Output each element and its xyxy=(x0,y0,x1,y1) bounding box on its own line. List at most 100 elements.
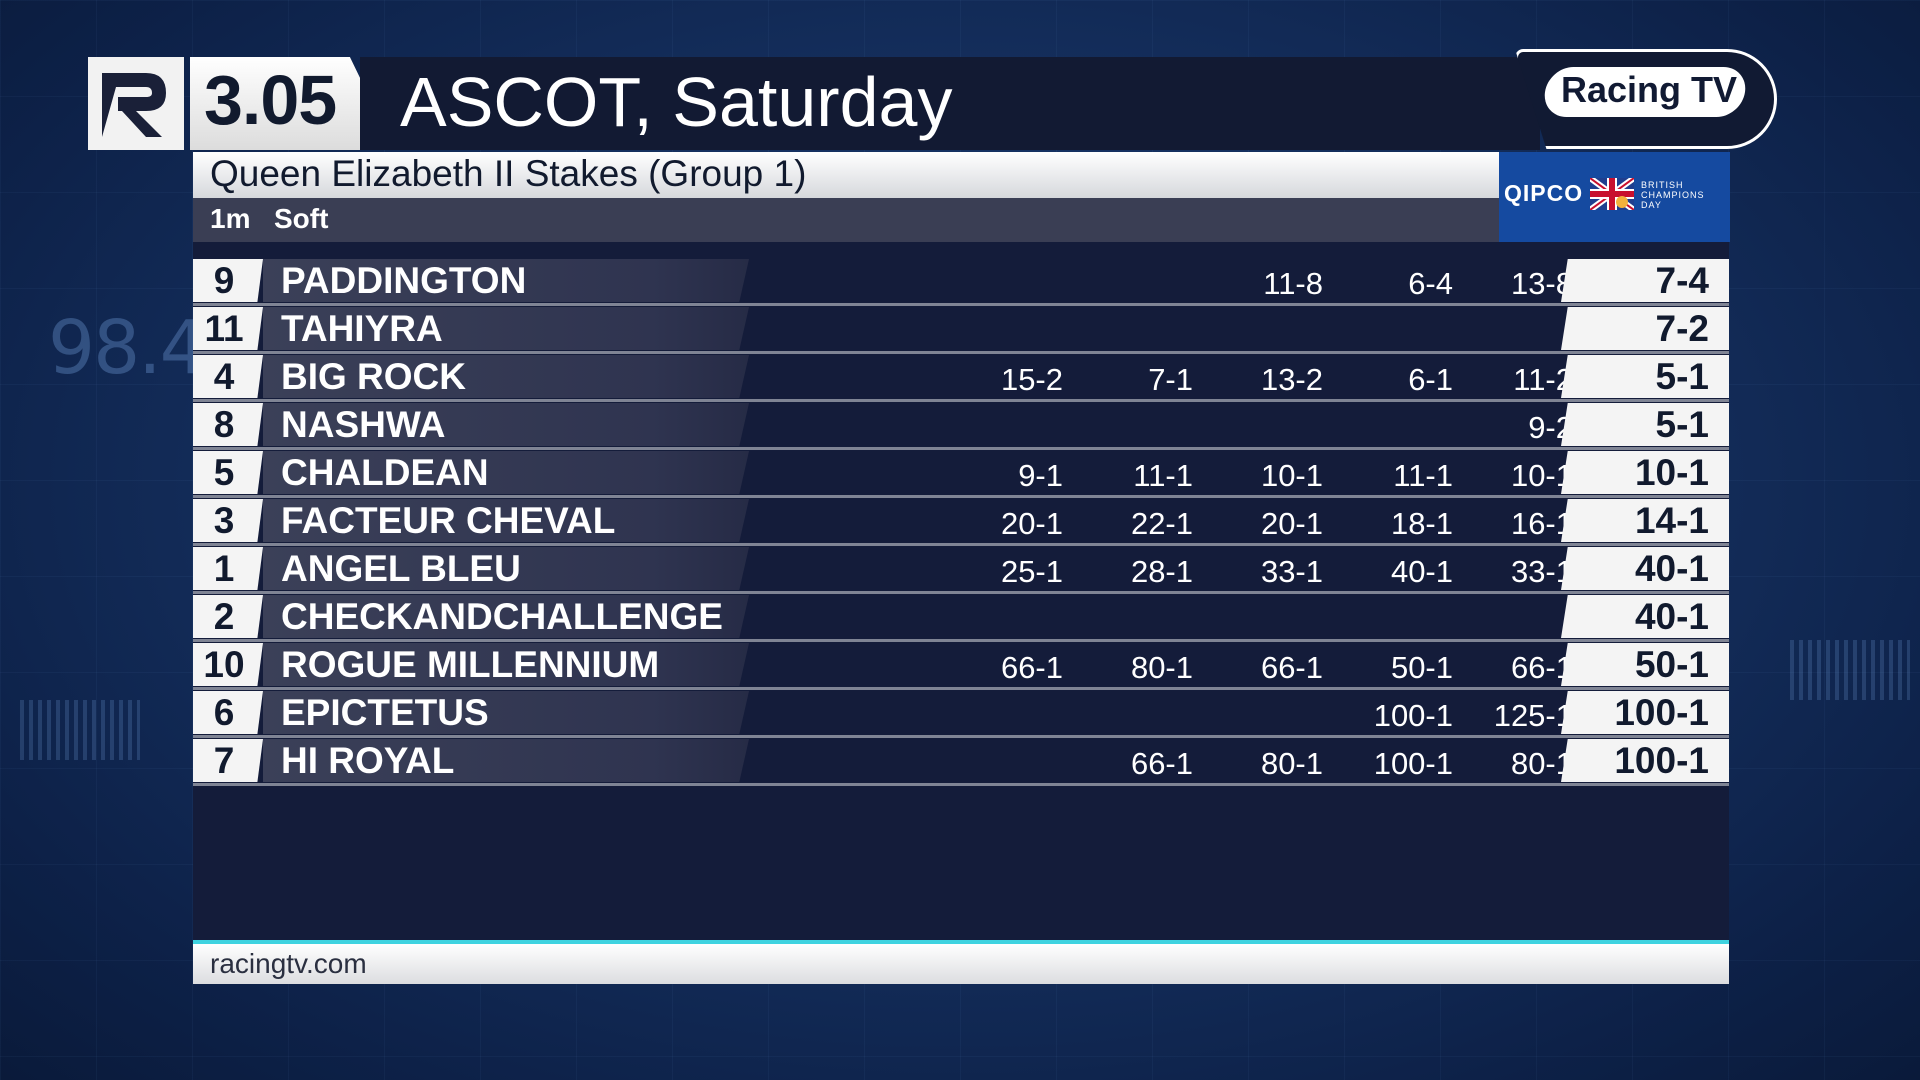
price-history-cell: 11-8 xyxy=(1263,266,1323,301)
price-history-cell: 13-2 xyxy=(1260,362,1323,397)
table-row: 5 CHALDEAN 9-1 11-1 10-1 11-1 10-1 10-1 xyxy=(193,450,1729,498)
footer-bar xyxy=(193,944,1729,984)
runner-number: 6 xyxy=(213,692,235,733)
runner-name: ROGUE MILLENNIUM xyxy=(281,644,660,685)
current-price: 14-1 xyxy=(1634,500,1709,541)
current-price-box xyxy=(1561,499,1729,542)
current-price: 50-1 xyxy=(1634,644,1709,685)
runner-name-band xyxy=(263,595,749,638)
table-row: 11 TAHIYRA 7-2 xyxy=(193,306,1729,354)
price-history-cell: 125-1 xyxy=(1493,698,1573,733)
price-history-cell: 33-1 xyxy=(1510,554,1573,589)
racing-tv-logo: Racing TV xyxy=(1515,49,1777,149)
price-history-cell: 11-1 xyxy=(1393,458,1453,493)
race-distance: 1m xyxy=(210,203,251,234)
runner-name: HI ROYAL xyxy=(281,740,455,781)
runner-name-band xyxy=(263,307,749,350)
background-decor-bars xyxy=(1790,640,1910,700)
current-price: 40-1 xyxy=(1634,548,1709,589)
table-row: 8 NASHWA 9-2 5-1 xyxy=(193,402,1729,450)
runner-number: 2 xyxy=(213,596,235,637)
runner-name-band xyxy=(263,691,749,734)
runner-number-box xyxy=(193,499,263,542)
runner-number-box xyxy=(193,643,263,686)
price-history-cell: 28-1 xyxy=(1130,554,1193,589)
footer-url: racingtv.com xyxy=(210,948,367,979)
background-decor-bars xyxy=(20,700,140,760)
runner-name: CHALDEAN xyxy=(281,452,489,493)
current-price-box xyxy=(1561,307,1729,350)
current-price-box xyxy=(1561,547,1729,590)
price-history-cell: 16-1 xyxy=(1510,506,1573,541)
racing-tv-r-logo xyxy=(88,57,184,150)
price-history-cell: 20-1 xyxy=(1260,506,1323,541)
runner-number: 4 xyxy=(213,356,235,397)
current-price: 40-1 xyxy=(1634,596,1709,637)
table-row: 10 ROGUE MILLENNIUM 66-1 80-1 66-1 50-1 66-1 50… xyxy=(193,642,1729,690)
runner-name-band xyxy=(263,547,749,590)
footer-accent-line xyxy=(193,940,1729,944)
price-history-cell: 66-1 xyxy=(1000,650,1063,685)
price-history-cell: 50-1 xyxy=(1390,650,1453,685)
runner-number: 5 xyxy=(213,452,235,493)
price-history-cell: 11-1 xyxy=(1133,458,1193,493)
runner-name: CHECKANDCHALLENGE xyxy=(281,596,723,637)
price-history-cell: 66-1 xyxy=(1260,650,1323,685)
runner-name: NASHWA xyxy=(281,404,446,445)
sponsor-event: BRITISH CHAMPIONS DAY xyxy=(1641,180,1705,210)
price-history-cell: 80-1 xyxy=(1130,650,1193,685)
runner-number-box xyxy=(193,739,263,782)
current-price-box xyxy=(1561,403,1729,446)
race-name: Queen Elizabeth II Stakes (Group 1) xyxy=(210,153,807,194)
table-row: 9 PADDINGTON 11-8 6-4 13-8 7-4 xyxy=(193,258,1729,306)
price-history-cell: 9-2 xyxy=(1528,410,1573,445)
runner-name-band xyxy=(263,643,749,686)
price-history-cell: 100-1 xyxy=(1373,698,1453,733)
current-price: 100-1 xyxy=(1614,740,1709,781)
current-price: 5-1 xyxy=(1655,356,1709,397)
price-history-cell: 11-2 xyxy=(1513,362,1573,397)
course-title: ASCOT, Saturday xyxy=(400,63,953,141)
union-flag-icon xyxy=(1590,178,1634,210)
sponsor-event-line: CHAMPIONS xyxy=(1641,190,1705,200)
price-history-cell: 13-8 xyxy=(1510,266,1573,301)
table-row: 1 ANGEL BLEU 25-1 28-1 33-1 40-1 33-1 40-1 xyxy=(193,546,1729,594)
current-price-box xyxy=(1561,259,1729,302)
current-price-box xyxy=(1561,643,1729,686)
sponsor-event-line: BRITISH xyxy=(1641,180,1684,190)
price-history-cell: 20-1 xyxy=(1000,506,1063,541)
runner-number: 8 xyxy=(213,404,235,445)
runner-name: BIG ROCK xyxy=(281,356,466,397)
runner-number-box xyxy=(193,595,263,638)
price-history-cell: 80-1 xyxy=(1510,746,1573,781)
runner-name-band xyxy=(263,499,749,542)
current-price: 10-1 xyxy=(1634,452,1709,493)
price-history-cell: 10-1 xyxy=(1260,458,1323,493)
price-history-cell: 66-1 xyxy=(1130,746,1193,781)
runner-name-band xyxy=(263,259,749,302)
sponsor-event-line: DAY xyxy=(1641,200,1662,210)
price-history-cell: 15-2 xyxy=(1000,362,1063,397)
runner-name: TAHIYRA xyxy=(281,308,443,349)
runner-number-box xyxy=(193,547,263,590)
current-price-box xyxy=(1561,595,1729,638)
current-price: 100-1 xyxy=(1614,692,1709,733)
runner-name: FACTEUR CHEVAL xyxy=(281,500,616,541)
current-price-box xyxy=(1561,739,1729,782)
current-price-box xyxy=(1561,451,1729,494)
table-row: 3 FACTEUR CHEVAL 20-1 22-1 20-1 18-1 16-1 14-1 xyxy=(193,498,1729,546)
runner-number-box xyxy=(193,307,263,350)
current-price: 7-4 xyxy=(1655,260,1709,301)
runner-number: 1 xyxy=(213,548,235,589)
racing-tv-logo-text: Racing TV xyxy=(1561,69,1738,110)
runner-name: PADDINGTON xyxy=(281,260,527,301)
runner-number-box xyxy=(193,355,263,398)
runner-number: 9 xyxy=(213,260,235,301)
runner-name: EPICTETUS xyxy=(281,692,489,733)
runner-number-box xyxy=(193,451,263,494)
r-logo-icon xyxy=(102,72,166,137)
current-price: 7-2 xyxy=(1655,308,1709,349)
price-history-cell: 7-1 xyxy=(1148,362,1193,397)
background-decor-number: 98.4 xyxy=(48,305,207,391)
runner-number: 10 xyxy=(203,644,245,685)
